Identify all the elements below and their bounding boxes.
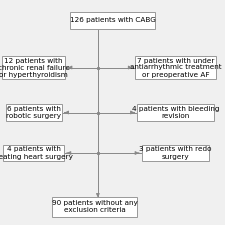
FancyBboxPatch shape <box>137 104 214 121</box>
FancyBboxPatch shape <box>70 12 155 29</box>
FancyBboxPatch shape <box>2 56 65 79</box>
FancyBboxPatch shape <box>142 144 209 162</box>
Text: 7 patients with under
antiarrhythmic treatment
or preoperative AF: 7 patients with under antiarrhythmic tre… <box>130 58 221 77</box>
FancyBboxPatch shape <box>6 104 62 121</box>
Text: 126 patients with CABG: 126 patients with CABG <box>70 17 155 23</box>
FancyBboxPatch shape <box>3 144 64 162</box>
Text: 4 patients with bleeding
revision: 4 patients with bleeding revision <box>132 106 219 119</box>
Text: 12 patients with
chronic renal failure
or hyperthyroidism: 12 patients with chronic renal failure o… <box>0 58 70 77</box>
Text: 3 patients with redo
surgery: 3 patients with redo surgery <box>139 146 212 160</box>
Text: 90 patients without any
exclusion criteria: 90 patients without any exclusion criter… <box>52 200 137 214</box>
FancyBboxPatch shape <box>135 56 216 79</box>
FancyBboxPatch shape <box>52 198 137 216</box>
Text: 6 patients with
robotic surgery: 6 patients with robotic surgery <box>6 106 61 119</box>
Text: 4 patients with
beating heart surgery: 4 patients with beating heart surgery <box>0 146 73 160</box>
